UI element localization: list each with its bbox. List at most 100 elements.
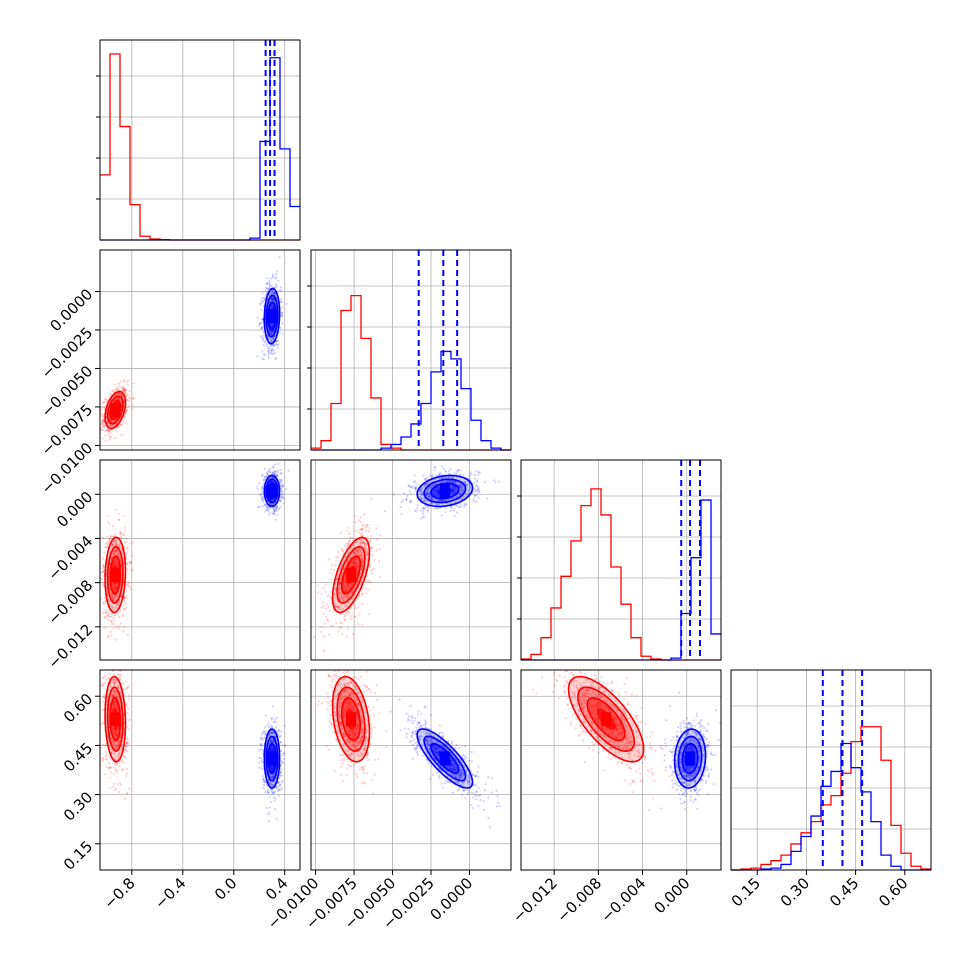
scatter-point <box>472 497 476 501</box>
scatter-point <box>115 398 118 401</box>
scatter-point <box>267 356 270 360</box>
scatter-point <box>112 681 115 685</box>
scatter-point <box>113 743 117 746</box>
scatter-point <box>344 588 347 592</box>
scatter-point <box>111 785 114 788</box>
scatter-point <box>124 411 128 414</box>
scatter-point <box>115 587 118 590</box>
scatter-point <box>261 487 264 490</box>
scatter-point <box>102 429 105 432</box>
scatter-point <box>435 494 438 497</box>
scatter-point <box>122 651 124 653</box>
scatter-point <box>109 588 112 591</box>
scatter-point <box>454 485 457 488</box>
scatter-point <box>450 492 453 495</box>
scatter-point <box>268 331 272 334</box>
scatter-point <box>260 486 264 489</box>
scatter-point <box>260 317 263 320</box>
scatter-point <box>422 516 425 519</box>
scatter-point <box>117 393 120 396</box>
scatter-point <box>114 594 117 597</box>
scatter-point <box>96 729 98 731</box>
scatter-point <box>451 480 454 483</box>
scatter-point <box>281 485 285 488</box>
scatter-point <box>116 709 119 712</box>
scatter-point <box>271 276 274 279</box>
scatter-point <box>364 547 367 551</box>
scatter-point <box>265 509 268 512</box>
scatter-point <box>419 495 422 499</box>
scatter-point <box>101 418 104 421</box>
scatter-point <box>123 541 127 544</box>
scatter-point <box>270 284 273 288</box>
scatter-point <box>115 690 118 693</box>
scatter-point <box>109 547 112 550</box>
scatter-point <box>266 473 269 476</box>
scatter-point <box>117 396 120 399</box>
scatter-point <box>269 331 273 334</box>
scatter-point <box>123 390 126 393</box>
scatter-point <box>435 493 438 496</box>
scatter-point <box>267 513 271 516</box>
scatter-point <box>279 297 283 301</box>
contour-line-0 <box>104 536 127 614</box>
scatter-point <box>127 584 130 587</box>
scatter-point <box>100 426 103 429</box>
scatter-point <box>347 543 350 547</box>
scatter-point <box>122 386 125 390</box>
scatter-point <box>468 482 471 486</box>
scatter-point <box>271 322 274 325</box>
scatter-point <box>265 507 269 510</box>
scatter-point <box>471 492 475 495</box>
scatter-point <box>438 477 441 480</box>
scatter-point <box>117 513 121 516</box>
scatter-point <box>348 539 351 542</box>
scatter-point <box>343 589 346 592</box>
scatter-point <box>110 393 113 396</box>
scatter-point <box>329 610 332 613</box>
scatter-point <box>330 563 334 567</box>
scatter-point <box>415 486 418 489</box>
scatter-point <box>119 675 122 678</box>
scatter-point <box>260 493 263 496</box>
scatter-point <box>438 473 441 476</box>
scatter-point <box>421 493 424 497</box>
scatter-point <box>111 584 114 587</box>
scatter-point <box>477 473 480 477</box>
scatter-point <box>320 592 323 595</box>
scatter-point <box>110 431 113 434</box>
scatter-point <box>343 590 346 593</box>
scatter-point <box>359 520 362 523</box>
scatter-point <box>114 733 117 736</box>
scatter-point <box>354 584 357 587</box>
scatter-point <box>409 500 412 503</box>
scatter-point <box>282 496 285 499</box>
scatter-point <box>339 621 342 624</box>
scatter-point <box>424 484 427 487</box>
scatter-point <box>452 497 455 500</box>
scatter-point <box>269 277 272 280</box>
scatter-point <box>112 694 115 698</box>
scatter-point <box>368 540 372 543</box>
scatter-point <box>271 472 274 475</box>
scatter-point <box>122 388 126 391</box>
scatter-point <box>103 596 106 599</box>
scatter-point <box>364 542 367 546</box>
scatter-point <box>444 499 448 502</box>
panel-frame-2-1 <box>310 459 512 661</box>
scatter-point <box>113 746 116 749</box>
scatter-point <box>128 728 131 731</box>
scatter-point <box>350 554 354 557</box>
scatter-point <box>108 539 111 543</box>
scatter-point <box>271 337 274 340</box>
scatter-point <box>422 515 425 518</box>
scatter-point <box>123 415 126 418</box>
scatter-point <box>270 299 273 302</box>
scatter-point <box>354 558 357 561</box>
scatter-point <box>100 406 104 409</box>
scatter-point <box>330 578 333 581</box>
scatter-point <box>113 584 116 587</box>
scatter-point <box>475 484 478 488</box>
scatter-point <box>108 522 111 525</box>
scatter-point <box>426 487 429 491</box>
